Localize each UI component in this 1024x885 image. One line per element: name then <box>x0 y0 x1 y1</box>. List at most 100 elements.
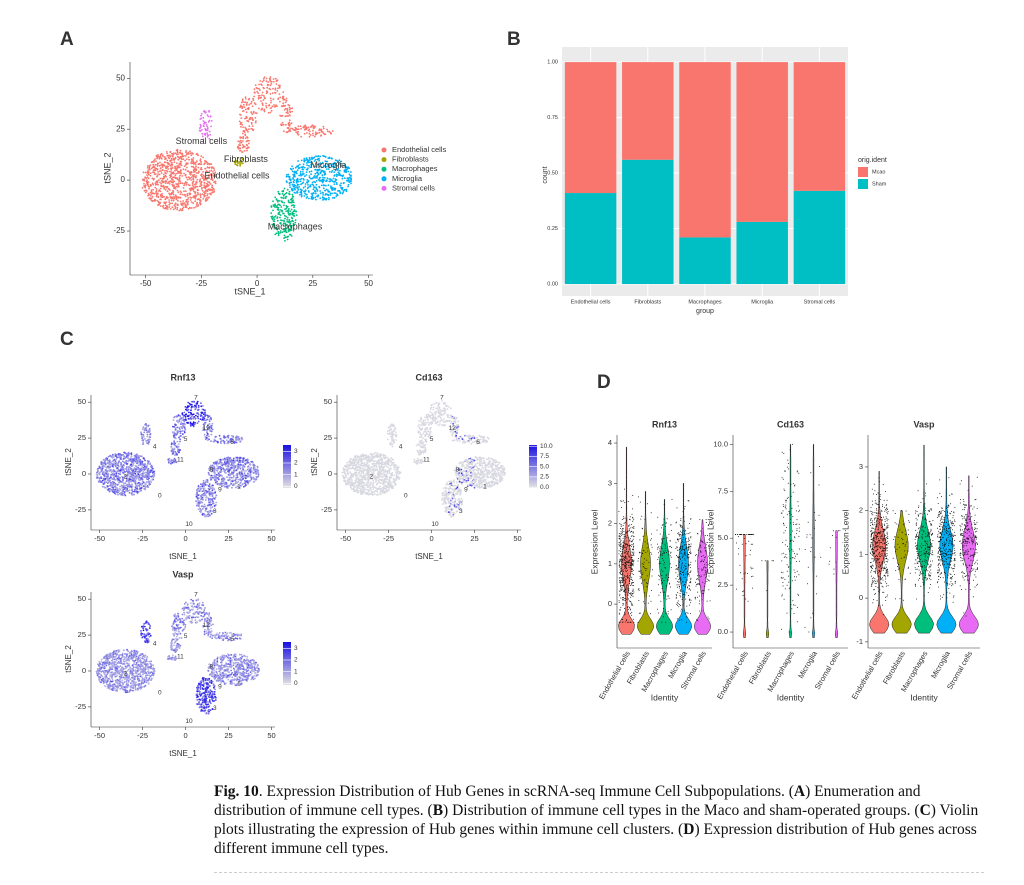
cell-dot <box>177 448 180 451</box>
cell-dot <box>314 177 316 179</box>
cell-dot <box>343 177 346 180</box>
cell-dot <box>287 127 290 130</box>
cell-dot <box>235 435 238 437</box>
cell-dot <box>288 208 290 210</box>
cell-dot <box>144 459 147 462</box>
cell-dot <box>345 170 348 172</box>
cell-dot <box>172 179 174 181</box>
cell-dot <box>114 464 116 467</box>
cell-dot <box>323 176 326 179</box>
cell-dot <box>274 196 277 199</box>
cell-dot <box>141 473 143 476</box>
cell-dot <box>322 154 324 157</box>
cell-dot <box>123 455 125 458</box>
cell-dot <box>325 184 327 187</box>
cell-dot <box>203 123 205 125</box>
cell-dot <box>288 175 291 178</box>
cell-dot <box>242 137 245 140</box>
cell-dot <box>176 168 178 170</box>
cell-dot <box>306 164 308 167</box>
cell-dot <box>208 189 211 192</box>
cell-dot <box>174 424 177 426</box>
cell-dot <box>334 188 336 191</box>
cell-dot <box>186 170 189 173</box>
cell-dot <box>119 480 122 483</box>
cell-dot <box>101 485 104 488</box>
cell-dot <box>241 98 244 101</box>
cell-dot <box>112 487 115 489</box>
cell-dot <box>146 433 149 436</box>
cell-dot <box>169 202 172 205</box>
cell-dot <box>319 190 321 192</box>
cluster-label: 6 <box>230 439 234 446</box>
cell-dot <box>182 206 185 209</box>
cell-dot <box>213 172 216 175</box>
cell-dot <box>270 109 273 112</box>
cell-dot <box>199 490 202 492</box>
x-tick-label: 50 <box>513 534 521 543</box>
cell-dot <box>331 180 334 183</box>
cell-dot <box>248 104 251 106</box>
cell-dot <box>209 477 212 479</box>
cell-dot <box>98 465 101 468</box>
cell-dot <box>284 222 287 225</box>
cell-dot <box>236 146 239 149</box>
cell-dot <box>196 422 199 424</box>
cell-dot <box>184 417 187 419</box>
cell-dot <box>171 165 173 167</box>
x-tick-label: -50 <box>340 534 351 543</box>
cell-dot <box>318 177 321 180</box>
cell-dot <box>160 184 163 187</box>
cell-dot <box>230 466 233 469</box>
cell-dot <box>340 182 342 185</box>
cell-dot <box>149 433 152 435</box>
cell-dot <box>162 185 165 188</box>
cell-dot <box>289 186 291 189</box>
cell-dot <box>182 168 185 171</box>
cell-dot <box>153 192 156 195</box>
cell-dot <box>142 441 145 443</box>
cell-dot <box>199 196 202 199</box>
cell-dot <box>176 151 179 154</box>
cell-dot <box>154 182 157 185</box>
cell-dot <box>185 153 188 156</box>
cell-dot <box>285 195 288 198</box>
cell-dot <box>227 458 230 461</box>
cell-dot <box>245 462 248 465</box>
cell-dot <box>123 451 126 454</box>
cell-dot <box>275 83 278 85</box>
cell-dot <box>159 202 161 205</box>
cell-dot <box>322 176 324 179</box>
cell-dot <box>336 161 339 164</box>
cell-dot <box>175 453 178 455</box>
cell-dot <box>309 185 312 188</box>
cell-dot <box>157 171 160 173</box>
cell-dot <box>277 206 280 209</box>
cell-dot <box>164 185 167 188</box>
cell-dot <box>126 462 129 465</box>
cell-dot <box>193 174 196 176</box>
cell-dot <box>245 117 247 120</box>
cell-dot <box>334 161 336 164</box>
cell-dot <box>208 418 211 421</box>
cell-dot <box>250 127 253 130</box>
cell-dot <box>213 190 216 193</box>
cell-dot <box>289 184 291 186</box>
cell-dot <box>174 415 177 418</box>
cell-dot <box>205 480 208 483</box>
cell-dot <box>117 463 120 466</box>
cell-dot <box>211 179 214 182</box>
cell-dot <box>197 508 200 511</box>
cell-dot <box>270 99 272 102</box>
cell-dot <box>179 149 182 152</box>
cell-dot <box>318 163 320 166</box>
cell-dot <box>197 193 200 196</box>
cell-dot <box>95 477 98 479</box>
cell-dot <box>284 192 287 195</box>
cell-dot <box>144 482 147 485</box>
cell-dot <box>308 164 310 167</box>
cell-dot <box>261 84 263 86</box>
cell-dot <box>194 408 197 411</box>
cluster-label: 4 <box>153 443 157 450</box>
cell-dot <box>193 195 196 198</box>
